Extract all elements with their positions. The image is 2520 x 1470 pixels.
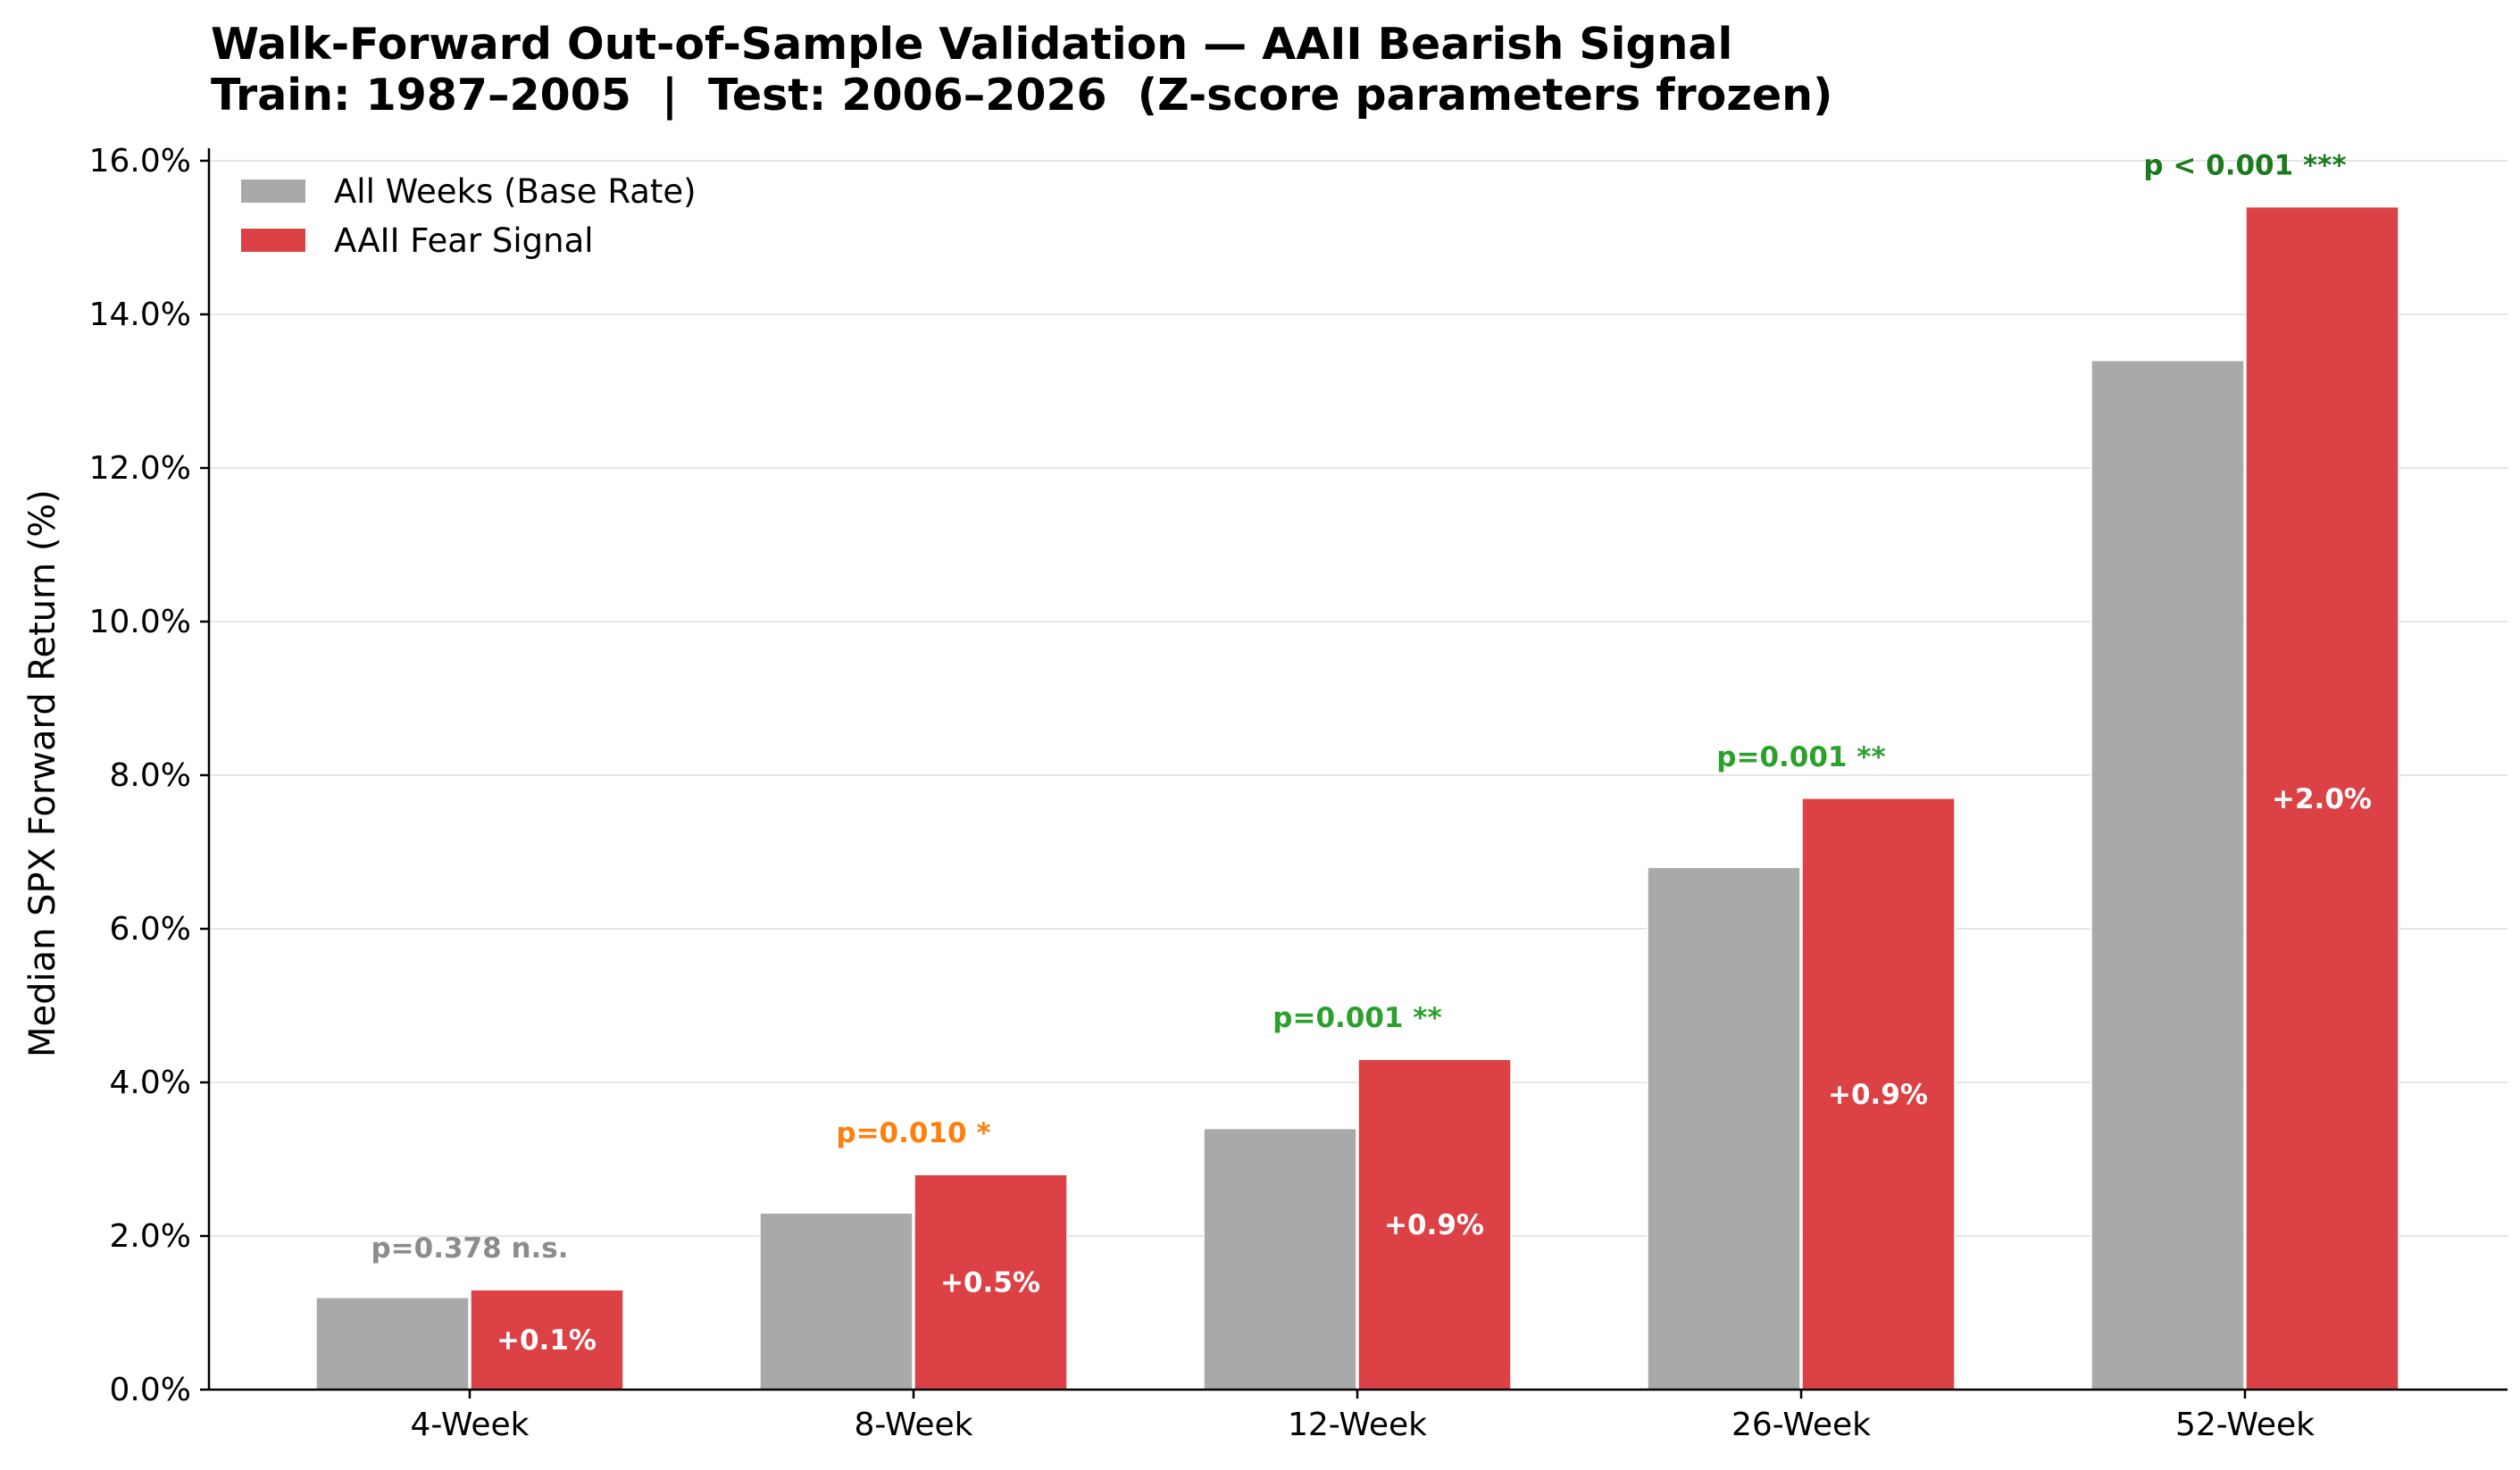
difference-label: +0.5% xyxy=(940,1267,1040,1299)
p-value-label: p=0.001 ** xyxy=(1716,741,1885,773)
y-tick-label: 16.0% xyxy=(89,143,191,180)
y-tick-label: 8.0% xyxy=(110,757,191,794)
base-rate-bar xyxy=(315,1297,470,1391)
p-value-label: p=0.001 ** xyxy=(1273,1002,1441,1034)
x-tick-label: 52-Week xyxy=(2175,1407,2315,1443)
axes: 0.0% 2.0% 4.0% 6.0% 8.0% 10.0% 12.0% 14.0% 16.0%… xyxy=(89,143,2507,1443)
base-rate-bar xyxy=(759,1212,914,1391)
fear-signal-bar xyxy=(1801,798,1956,1391)
fear-signal-bar xyxy=(2245,205,2399,1391)
x-tick-label: 12-Week xyxy=(1288,1407,1427,1443)
p-value-label: p=0.010 * xyxy=(836,1117,990,1149)
difference-label: +0.1% xyxy=(496,1324,597,1357)
difference-label: +0.9% xyxy=(1384,1209,1484,1241)
x-tick-label: 4-Week xyxy=(410,1407,529,1443)
y-tick-label: 10.0% xyxy=(89,604,191,640)
y-axis-label: Median SPX Forward Return (%) xyxy=(22,489,63,1057)
grid xyxy=(209,160,2507,1237)
legend-swatch xyxy=(241,229,305,252)
p-value-label: p=0.378 n.s. xyxy=(371,1232,568,1265)
fear-signal-bar xyxy=(914,1173,1068,1391)
y-tick-label: 4.0% xyxy=(110,1065,191,1101)
x-tick-label: 8-Week xyxy=(854,1407,972,1443)
base-rate-bar xyxy=(1647,866,1801,1391)
y-tick-label: 0.0% xyxy=(110,1372,191,1408)
y-tick-label: 14.0% xyxy=(89,297,191,333)
legend-label: AAII Fear Signal xyxy=(334,221,594,260)
difference-label: +2.0% xyxy=(2272,783,2372,815)
p-value-label: p < 0.001 *** xyxy=(2143,150,2346,182)
legend-swatch xyxy=(241,180,305,203)
legend-label: All Weeks (Base Rate) xyxy=(334,172,697,211)
base-rate-bar xyxy=(2090,359,2245,1391)
x-tick-label: 26-Week xyxy=(1731,1407,1871,1443)
y-tick-label: 12.0% xyxy=(89,450,191,487)
base-rate-bar xyxy=(1203,1127,1357,1391)
y-tick-label: 6.0% xyxy=(110,911,191,948)
y-tick-label: 2.0% xyxy=(110,1218,191,1255)
fear-signal-bar xyxy=(1357,1058,1512,1391)
bars xyxy=(315,205,2399,1391)
fear-signal-bar xyxy=(470,1289,624,1391)
legend: All Weeks (Base Rate) AAII Fear Signal xyxy=(241,172,697,260)
bar-labels: p=0.378 n.s. +0.1% p=0.010 * +0.5% p=0.001 *… xyxy=(371,150,2372,1357)
chart-subtitle: Train: 1987–2005 | Test: 2006–2026 (Z-sc… xyxy=(211,70,1832,121)
chart-title: Walk-Forward Out-of-Sample Validation — … xyxy=(211,19,1732,70)
difference-label: +0.9% xyxy=(1828,1079,1928,1111)
